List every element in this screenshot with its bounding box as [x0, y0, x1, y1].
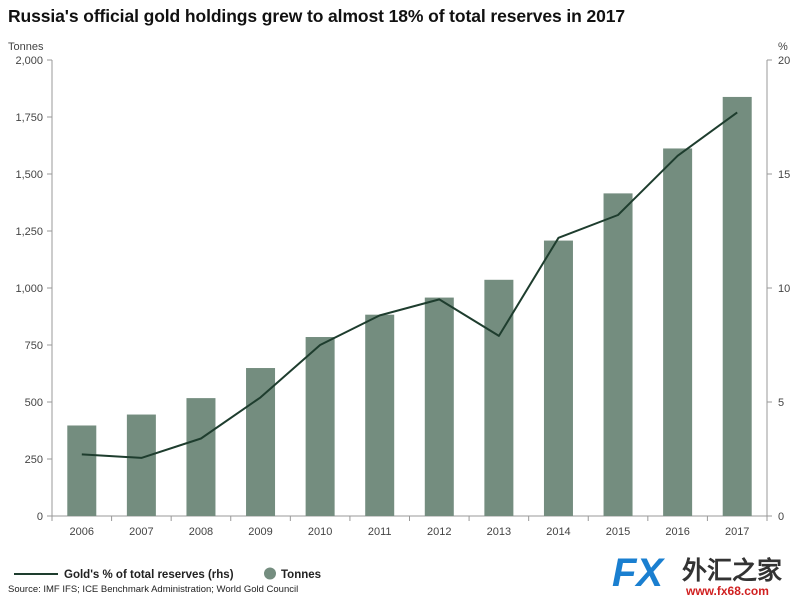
right-tick-label: 0 — [778, 511, 784, 523]
bar-2009 — [246, 368, 276, 516]
right-tick-label: 5 — [778, 397, 784, 409]
bar-2011 — [365, 314, 395, 516]
left-tick-label: 1,500 — [15, 169, 43, 181]
plot-frame — [51, 60, 768, 517]
right-tick-label: 10 — [778, 283, 790, 295]
x-tick-label: 2014 — [546, 526, 570, 538]
left-tick-label: 1,000 — [15, 283, 43, 295]
legend-bar-label: Tonnes — [281, 569, 321, 581]
bar-2017 — [722, 96, 752, 516]
bar-2006 — [67, 425, 97, 516]
x-tick-label: 2015 — [606, 526, 630, 538]
left-tick-label: 2,000 — [15, 55, 43, 67]
x-tick-label: 2007 — [129, 526, 153, 538]
logo-chinese-text: 外汇之家 — [682, 556, 782, 585]
legend-line-label: Gold's % of total reserves (rhs) — [64, 569, 234, 581]
chart-title: Russia's official gold holdings grew to … — [8, 6, 626, 26]
left-tick-label: 1,750 — [15, 112, 43, 124]
x-tick-label: 2016 — [665, 526, 689, 538]
bar-2014 — [543, 240, 573, 517]
x-tick-label: 2009 — [248, 526, 272, 538]
axes: 0 250 500 750 1,000 1,250 1,500 1,750 2,000 0 5 10 1… — [8, 41, 790, 538]
line-series — [81, 111, 738, 459]
x-tick-label: 2008 — [189, 526, 213, 538]
x-tick-label: 2017 — [725, 526, 749, 538]
x-tick-label: 2013 — [487, 526, 511, 538]
logo-fx-text: FX — [612, 551, 665, 595]
bar-2013 — [484, 279, 514, 516]
logo-url-text: www.fx68.com — [685, 584, 769, 598]
bar-2015 — [603, 193, 633, 516]
legend: Gold's % of total reserves (rhs) Tonnes — [14, 567, 321, 581]
left-axis-title: Tonnes — [8, 41, 44, 53]
x-tick-label: 2011 — [368, 526, 392, 538]
right-tick-label: 20 — [778, 55, 790, 67]
source-note: Source: IMF IFS; ICE Benchmark Administr… — [8, 584, 299, 595]
bar-2016 — [663, 148, 693, 517]
left-tick-label: 250 — [25, 454, 43, 466]
pct-reserves-line — [81, 111, 738, 459]
x-tick-label: 2006 — [70, 526, 94, 538]
bar-2007 — [126, 414, 156, 516]
x-tick-label: 2012 — [427, 526, 451, 538]
bar-2012 — [424, 297, 454, 516]
left-tick-label: 750 — [25, 340, 43, 352]
bar-2008 — [186, 398, 216, 516]
right-tick-label: 15 — [778, 169, 790, 181]
x-tick-label: 2010 — [308, 526, 332, 538]
left-tick-label: 0 — [37, 511, 43, 523]
legend-bar-swatch — [264, 567, 276, 580]
bar-2010 — [305, 337, 335, 516]
fx68-logo: FX 外汇之家 www.fx68.com — [612, 551, 782, 598]
left-tick-label: 500 — [25, 397, 43, 409]
right-axis-title: % — [778, 41, 788, 53]
bar-series — [67, 96, 752, 517]
left-tick-label: 1,250 — [15, 226, 43, 238]
